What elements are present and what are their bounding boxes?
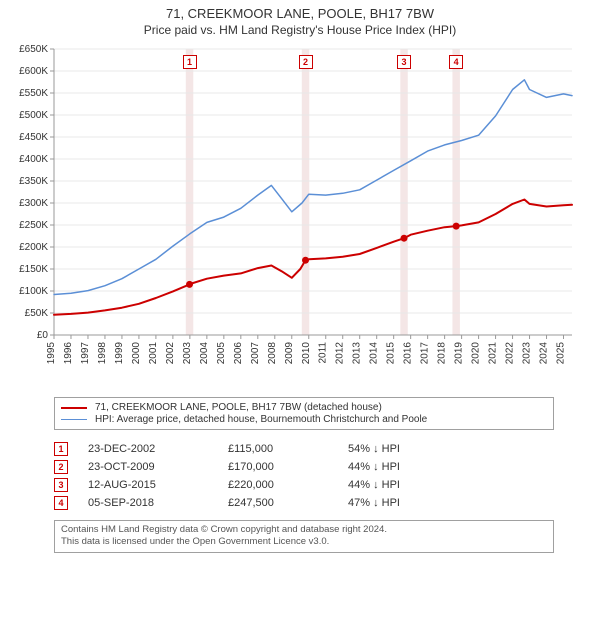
price-chart: £0 £50K £100K £150K £200K £250K £300K £350K £400… [8, 43, 592, 393]
svg-text:2016: 2016 [403, 342, 414, 365]
svg-text:2023: 2023 [522, 342, 533, 365]
tx-price: £220,000 [228, 479, 348, 491]
tx-delta: 44% ↓ HPI [348, 479, 554, 491]
svg-text:£600K: £600K [19, 66, 48, 77]
svg-text:£550K: £550K [19, 88, 48, 99]
svg-text:£400K: £400K [19, 154, 48, 165]
svg-text:1998: 1998 [97, 342, 108, 365]
svg-text:2018: 2018 [437, 342, 448, 365]
svg-text:1996: 1996 [63, 342, 74, 365]
legend-swatch [61, 419, 87, 420]
svg-text:2000: 2000 [131, 342, 142, 365]
title-subtitle: Price paid vs. HM Land Registry's House … [8, 23, 592, 37]
svg-text:£350K: £350K [19, 176, 48, 187]
tx-price: £247,500 [228, 497, 348, 509]
svg-text:2008: 2008 [267, 342, 278, 365]
svg-text:2006: 2006 [233, 342, 244, 365]
footer-line2: This data is licensed under the Open Gov… [61, 536, 547, 548]
table-row: 3 12-AUG-2015£220,00044% ↓ HPI [54, 478, 554, 492]
sale-marker-1: 1 [183, 55, 197, 69]
svg-text:2013: 2013 [352, 342, 363, 365]
tx-marker-num: 4 [54, 496, 68, 510]
svg-text:2024: 2024 [539, 342, 550, 365]
svg-text:£50K: £50K [25, 308, 49, 319]
tx-marker-num: 2 [54, 460, 68, 474]
legend-row-0: 71, CREEKMOOR LANE, POOLE, BH17 7BW (det… [61, 402, 547, 413]
table-row: 2 23-OCT-2009£170,00044% ↓ HPI [54, 460, 554, 474]
legend-swatch [61, 407, 87, 409]
svg-text:£100K: £100K [19, 286, 48, 297]
title-address: 71, CREEKMOOR LANE, POOLE, BH17 7BW [8, 6, 592, 21]
legend-box: 71, CREEKMOOR LANE, POOLE, BH17 7BW (det… [54, 397, 554, 430]
svg-text:2011: 2011 [318, 342, 329, 364]
svg-text:2003: 2003 [182, 342, 193, 365]
svg-text:2019: 2019 [454, 342, 465, 365]
tx-price: £115,000 [228, 443, 348, 455]
page: 71, CREEKMOOR LANE, POOLE, BH17 7BW Pric… [0, 0, 600, 620]
sale-marker-3: 3 [397, 55, 411, 69]
svg-text:2022: 2022 [505, 342, 516, 365]
table-row: 4 05-SEP-2018£247,50047% ↓ HPI [54, 496, 554, 510]
svg-text:£0: £0 [37, 330, 49, 341]
svg-text:2001: 2001 [148, 342, 159, 365]
svg-text:1997: 1997 [80, 342, 91, 365]
tx-date: 05-SEP-2018 [88, 497, 228, 509]
svg-text:£200K: £200K [19, 242, 48, 253]
transactions-table: 1 23-DEC-2002£115,00054% ↓ HPI 2 23-OCT-200… [54, 438, 554, 514]
tx-date: 12-AUG-2015 [88, 479, 228, 491]
footer-box: Contains HM Land Registry data © Crown c… [54, 520, 554, 553]
svg-text:2002: 2002 [165, 342, 176, 365]
svg-text:2015: 2015 [386, 342, 397, 365]
svg-text:2025: 2025 [556, 342, 567, 365]
svg-text:2010: 2010 [301, 342, 312, 365]
tx-date: 23-DEC-2002 [88, 443, 228, 455]
svg-text:2021: 2021 [488, 342, 499, 365]
legend-row-1: HPI: Average price, detached house, Bour… [61, 414, 547, 425]
svg-text:£150K: £150K [19, 264, 48, 275]
svg-text:1999: 1999 [114, 342, 125, 365]
svg-text:1995: 1995 [46, 342, 57, 365]
svg-text:2004: 2004 [199, 342, 210, 365]
tx-date: 23-OCT-2009 [88, 461, 228, 473]
tx-delta: 44% ↓ HPI [348, 461, 554, 473]
tx-marker-num: 1 [54, 442, 68, 456]
svg-text:2007: 2007 [250, 342, 261, 365]
tx-delta: 47% ↓ HPI [348, 497, 554, 509]
svg-text:£450K: £450K [19, 132, 48, 143]
titles-block: 71, CREEKMOOR LANE, POOLE, BH17 7BW Pric… [8, 6, 592, 43]
svg-text:£650K: £650K [19, 44, 48, 55]
svg-text:2009: 2009 [284, 342, 295, 365]
legend-label: HPI: Average price, detached house, Bour… [95, 414, 427, 425]
sale-marker-4: 4 [449, 55, 463, 69]
svg-text:2017: 2017 [420, 342, 431, 365]
svg-text:2005: 2005 [216, 342, 227, 365]
svg-text:2012: 2012 [335, 342, 346, 365]
chart-container: £0 £50K £100K £150K £200K £250K £300K £350K £400… [8, 43, 592, 393]
svg-text:£300K: £300K [19, 198, 48, 209]
sale-marker-2: 2 [299, 55, 313, 69]
footer-line1: Contains HM Land Registry data © Crown c… [61, 524, 547, 536]
svg-text:2014: 2014 [369, 342, 380, 365]
tx-delta: 54% ↓ HPI [348, 443, 554, 455]
tx-marker-num: 3 [54, 478, 68, 492]
svg-text:£500K: £500K [19, 110, 48, 121]
legend-label: 71, CREEKMOOR LANE, POOLE, BH17 7BW (det… [95, 402, 382, 413]
svg-text:2020: 2020 [471, 342, 482, 365]
table-row: 1 23-DEC-2002£115,00054% ↓ HPI [54, 442, 554, 456]
svg-text:£250K: £250K [19, 220, 48, 231]
tx-price: £170,000 [228, 461, 348, 473]
